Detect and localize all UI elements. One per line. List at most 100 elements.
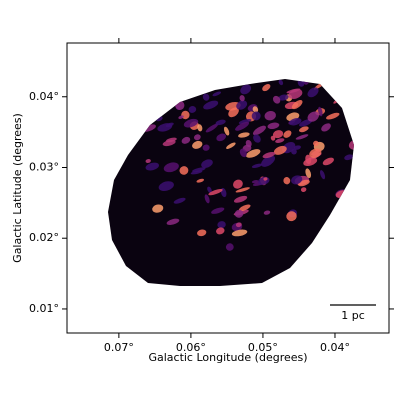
image-texture [158,181,174,192]
image-texture [299,126,309,133]
image-texture [359,50,367,59]
image-texture [251,0,267,11]
image-texture [326,112,340,120]
image-texture [326,3,335,13]
image-texture [207,79,214,81]
image-texture [295,134,309,140]
y-tick-label: 0.02° [29,231,59,244]
image-texture [381,41,388,47]
image-texture [152,204,164,213]
image-texture [181,32,195,43]
image-texture [346,61,358,73]
image-texture [347,96,354,105]
image-texture [377,29,389,41]
image-texture [376,170,389,179]
image-texture [341,23,351,28]
image-texture [263,210,271,215]
image-texture [335,79,344,82]
image-texture [254,64,268,77]
image-texture [275,138,285,143]
image-texture [191,18,201,27]
image-texture [375,18,391,31]
image-texture [283,177,291,185]
x-tick-label: 0.07° [104,341,134,354]
x-tick-label: 0.05° [248,341,278,354]
image-texture [373,91,389,102]
plot-frame [66,42,390,334]
image-texture [224,30,230,41]
image-texture [360,28,374,39]
image-texture [173,35,183,45]
image-texture [188,105,197,113]
image-texture [306,41,315,47]
image-texture [309,23,322,35]
image-texture [238,204,251,212]
image-texture [222,71,234,78]
image-texture [211,207,225,214]
image-texture [162,7,177,19]
image-texture [319,170,326,180]
image-texture [222,10,230,20]
image-texture [337,38,352,53]
image-texture [369,183,381,194]
image-texture [202,93,210,101]
image-texture [373,7,386,17]
image-texture [177,21,183,26]
image-texture [239,51,250,62]
y-tick-label: 0.03° [29,160,59,173]
image-texture [352,55,361,65]
image-texture [251,54,261,65]
image-texture [389,9,399,22]
image-texture [322,79,330,87]
image-texture [254,79,270,82]
image-texture [223,79,232,84]
image-texture [173,197,186,204]
image-texture [344,154,354,161]
image-texture [192,140,203,149]
image-texture [138,52,155,65]
image-texture [374,95,384,103]
image-texture [372,121,382,131]
image-texture [197,124,203,132]
image-texture [297,46,314,59]
image-texture [233,195,248,203]
image-texture [132,50,149,64]
image-texture [267,122,280,130]
image-texture [286,63,299,74]
image-texture [143,26,155,35]
image-texture [273,145,287,155]
y-axis-label: Galactic Latitude (degrees) [11,113,24,263]
image-texture [366,0,379,3]
image-texture [151,47,165,59]
image-texture [215,30,221,38]
image-texture [294,10,308,22]
image-texture [377,96,387,104]
image-texture [239,95,245,102]
image-texture [228,107,239,118]
image-texture [176,71,184,78]
image-texture [375,153,389,161]
image-texture [378,147,384,152]
image-texture [134,27,143,35]
image-texture [252,125,266,136]
image-texture [148,0,157,5]
image-texture [181,136,191,144]
image-texture [278,13,288,24]
image-texture [209,56,220,66]
image-texture [238,132,250,138]
image-texture [152,46,160,57]
image-texture [335,79,351,90]
image-texture [192,74,198,80]
image-texture [145,12,153,21]
image-texture [233,179,243,189]
image-texture [288,67,295,77]
image-texture [307,87,319,98]
image-texture [157,123,173,132]
image-texture [253,17,262,25]
image-texture [348,139,354,150]
image-texture [278,94,289,101]
image-texture [216,227,225,235]
image-texture [272,95,281,104]
image-texture [178,115,184,119]
image-texture [321,27,330,35]
